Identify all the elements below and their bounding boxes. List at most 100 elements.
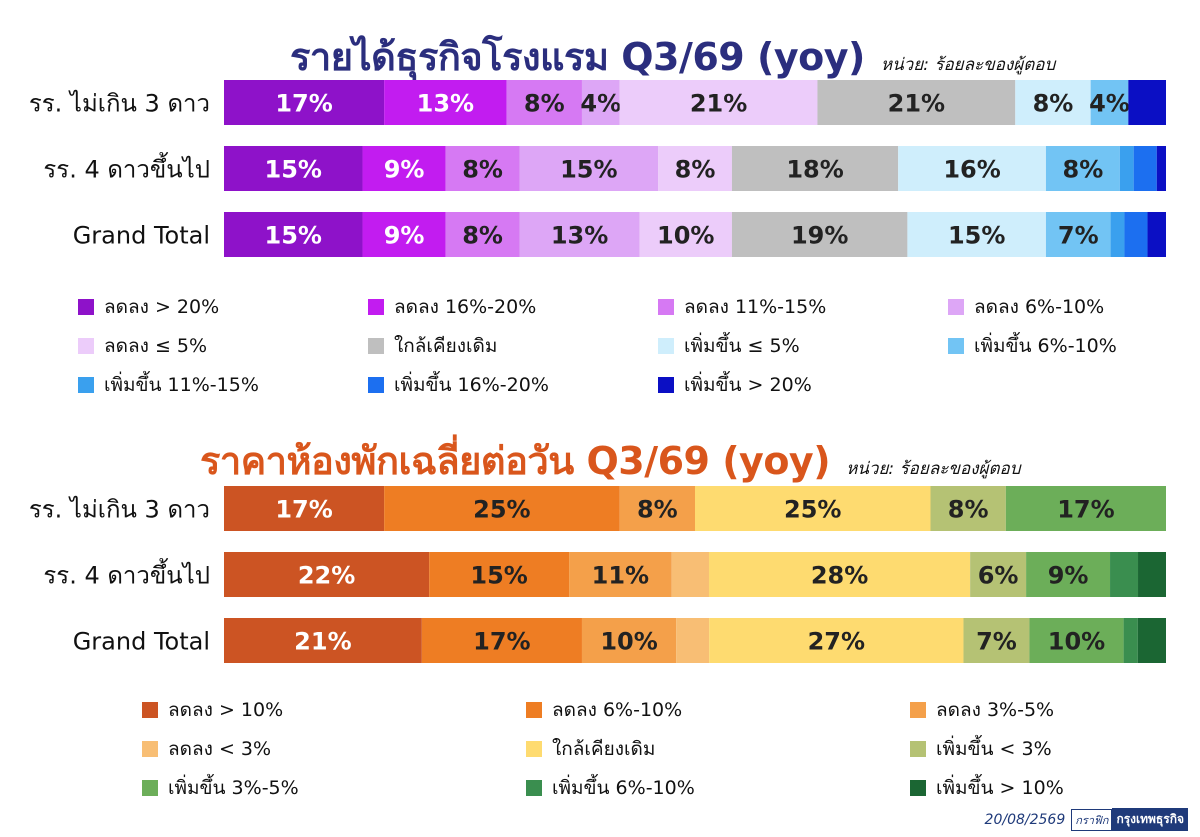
legend-item: เพิ่มขึ้น 6%-10% xyxy=(948,331,1117,361)
bar-segment xyxy=(569,552,672,597)
legend-swatch xyxy=(658,299,674,315)
data-label: 22% xyxy=(298,562,355,590)
bar-segment xyxy=(384,486,620,531)
legend-item: ใกล้เคียงเดิม xyxy=(368,331,497,361)
bar-segment xyxy=(709,618,964,663)
data-label: 25% xyxy=(473,496,530,524)
category-label: รร. ไม่เกิน 3 ดาว xyxy=(29,90,210,118)
bar-segment xyxy=(1119,146,1134,191)
bar-segment xyxy=(224,146,363,191)
chart1-unit-label: หน่วย: ร้อยละของผู้ตอบ xyxy=(880,55,1056,75)
chart2-title-row: ราคาห้องพักเฉลี่ยต่อวัน Q3/69 (yoy) หน่ว… xyxy=(200,430,1021,491)
legend-item: ลดลง > 20% xyxy=(78,292,219,322)
bar-segment xyxy=(676,618,710,663)
legend-swatch xyxy=(78,377,94,393)
category-label: รร. 4 ดาวขึ้นไป xyxy=(43,558,210,590)
bar-segment xyxy=(1156,146,1166,191)
bar-segment xyxy=(429,552,570,597)
legend-item: ลดลง < 3% xyxy=(142,734,271,764)
bar-segment xyxy=(963,618,1030,663)
legend-swatch xyxy=(526,702,542,718)
legend-swatch xyxy=(526,741,542,757)
data-label: 8% xyxy=(637,496,678,524)
legend-label: ลดลง < 3% xyxy=(168,738,272,760)
legend-label: เพิ่มขึ้น 11%-15% xyxy=(104,374,259,396)
chart2-title: ราคาห้องพักเฉลี่ยต่อวัน Q3/69 (yoy) xyxy=(200,439,831,483)
bar-segment xyxy=(581,80,620,125)
data-label: 9% xyxy=(384,156,425,184)
legend-label: เพิ่มขึ้น 6%-10% xyxy=(974,335,1117,357)
bar-segment xyxy=(1110,212,1125,257)
data-label: 9% xyxy=(384,222,425,250)
bar-segment xyxy=(1123,618,1138,663)
legend-swatch xyxy=(368,299,384,315)
data-label: 10% xyxy=(600,628,657,656)
bar-segment xyxy=(224,212,363,257)
legend-label: ใกล้เคียงเดิม xyxy=(552,738,656,760)
bar-segment xyxy=(817,80,1016,125)
legend-label: ลดลง 6%-10% xyxy=(974,296,1105,318)
data-label: 7% xyxy=(976,628,1017,656)
data-label: 21% xyxy=(294,628,351,656)
data-label: 17% xyxy=(1057,496,1114,524)
bar-segment xyxy=(671,552,709,597)
bar-segment xyxy=(1133,146,1157,191)
bar-segment xyxy=(907,212,1046,257)
legend-label: ลดลง 11%-15% xyxy=(684,296,827,318)
chart1-title-row: รายได้ธุรกิจโรงแรม Q3/69 (yoy) หน่วย: ร้… xyxy=(290,26,1055,87)
legend-swatch xyxy=(910,741,926,757)
bar-segment xyxy=(1124,212,1148,257)
data-label: 13% xyxy=(417,90,474,118)
footer-date: 20/08/2569 xyxy=(984,811,1066,828)
data-label: 11% xyxy=(592,562,649,590)
legend-item: ลดลง > 10% xyxy=(142,695,283,725)
data-label: 17% xyxy=(473,628,530,656)
data-label: 28% xyxy=(811,562,868,590)
legend-item: ลดลง 6%-10% xyxy=(526,695,682,725)
legend-label: ลดลง > 10% xyxy=(168,699,284,721)
data-label: 7% xyxy=(1058,222,1099,250)
bar-segment xyxy=(970,552,1027,597)
legend-label: ลดลง > 20% xyxy=(104,296,220,318)
footer-brand-logo: กรุงเทพธุรกิจ xyxy=(1112,808,1188,831)
bar-segment xyxy=(1045,146,1120,191)
legend-swatch xyxy=(78,338,94,354)
data-label: 6% xyxy=(978,562,1019,590)
bar-segment xyxy=(1029,618,1124,663)
bar-segment xyxy=(1045,212,1111,257)
legend-label: เพิ่มขึ้น > 20% xyxy=(684,374,812,396)
bar-segment xyxy=(658,146,732,191)
bar-segment xyxy=(639,212,732,257)
bar-segment xyxy=(445,146,520,191)
data-label: 10% xyxy=(1048,628,1105,656)
legend-swatch xyxy=(910,780,926,796)
chart1-title: รายได้ธุรกิจโรงแรม Q3/69 (yoy) xyxy=(290,35,865,79)
data-label: 13% xyxy=(551,222,608,250)
legend-item: เพิ่มขึ้น > 10% xyxy=(910,773,1064,803)
legend-swatch xyxy=(78,299,94,315)
data-label: 8% xyxy=(524,90,565,118)
footer-brand-tag: กราฟิก xyxy=(1071,808,1113,831)
bar-segment xyxy=(1026,552,1111,597)
category-label: รร. 4 ดาวขึ้นไป xyxy=(43,152,210,184)
footer: 20/08/2569 กราฟิก กรุงเทพธุรกิจ xyxy=(985,808,1188,831)
bar-segment xyxy=(445,212,520,257)
legend-label: เพิ่มขึ้น 6%-10% xyxy=(552,777,695,799)
legend-label: เพิ่มขึ้น ≤ 5% xyxy=(684,335,800,357)
legend-label: เพิ่มขึ้น > 10% xyxy=(936,777,1064,799)
data-label: 16% xyxy=(943,156,1000,184)
data-label: 19% xyxy=(791,222,848,250)
legend-item: ลดลง 6%-10% xyxy=(948,292,1104,322)
bar-segment xyxy=(519,212,640,257)
legend-item: ลดลง ≤ 5% xyxy=(78,331,207,361)
data-label: 15% xyxy=(560,156,617,184)
bar-segment xyxy=(224,80,385,125)
legend-label: ลดลง ≤ 5% xyxy=(104,335,208,357)
legend-item: เพิ่มขึ้น > 20% xyxy=(658,370,812,400)
data-label: 15% xyxy=(470,562,527,590)
legend-swatch xyxy=(526,780,542,796)
data-label: 8% xyxy=(948,496,989,524)
bar-segment xyxy=(519,146,659,191)
data-label: 8% xyxy=(462,156,503,184)
data-label: 15% xyxy=(265,222,322,250)
